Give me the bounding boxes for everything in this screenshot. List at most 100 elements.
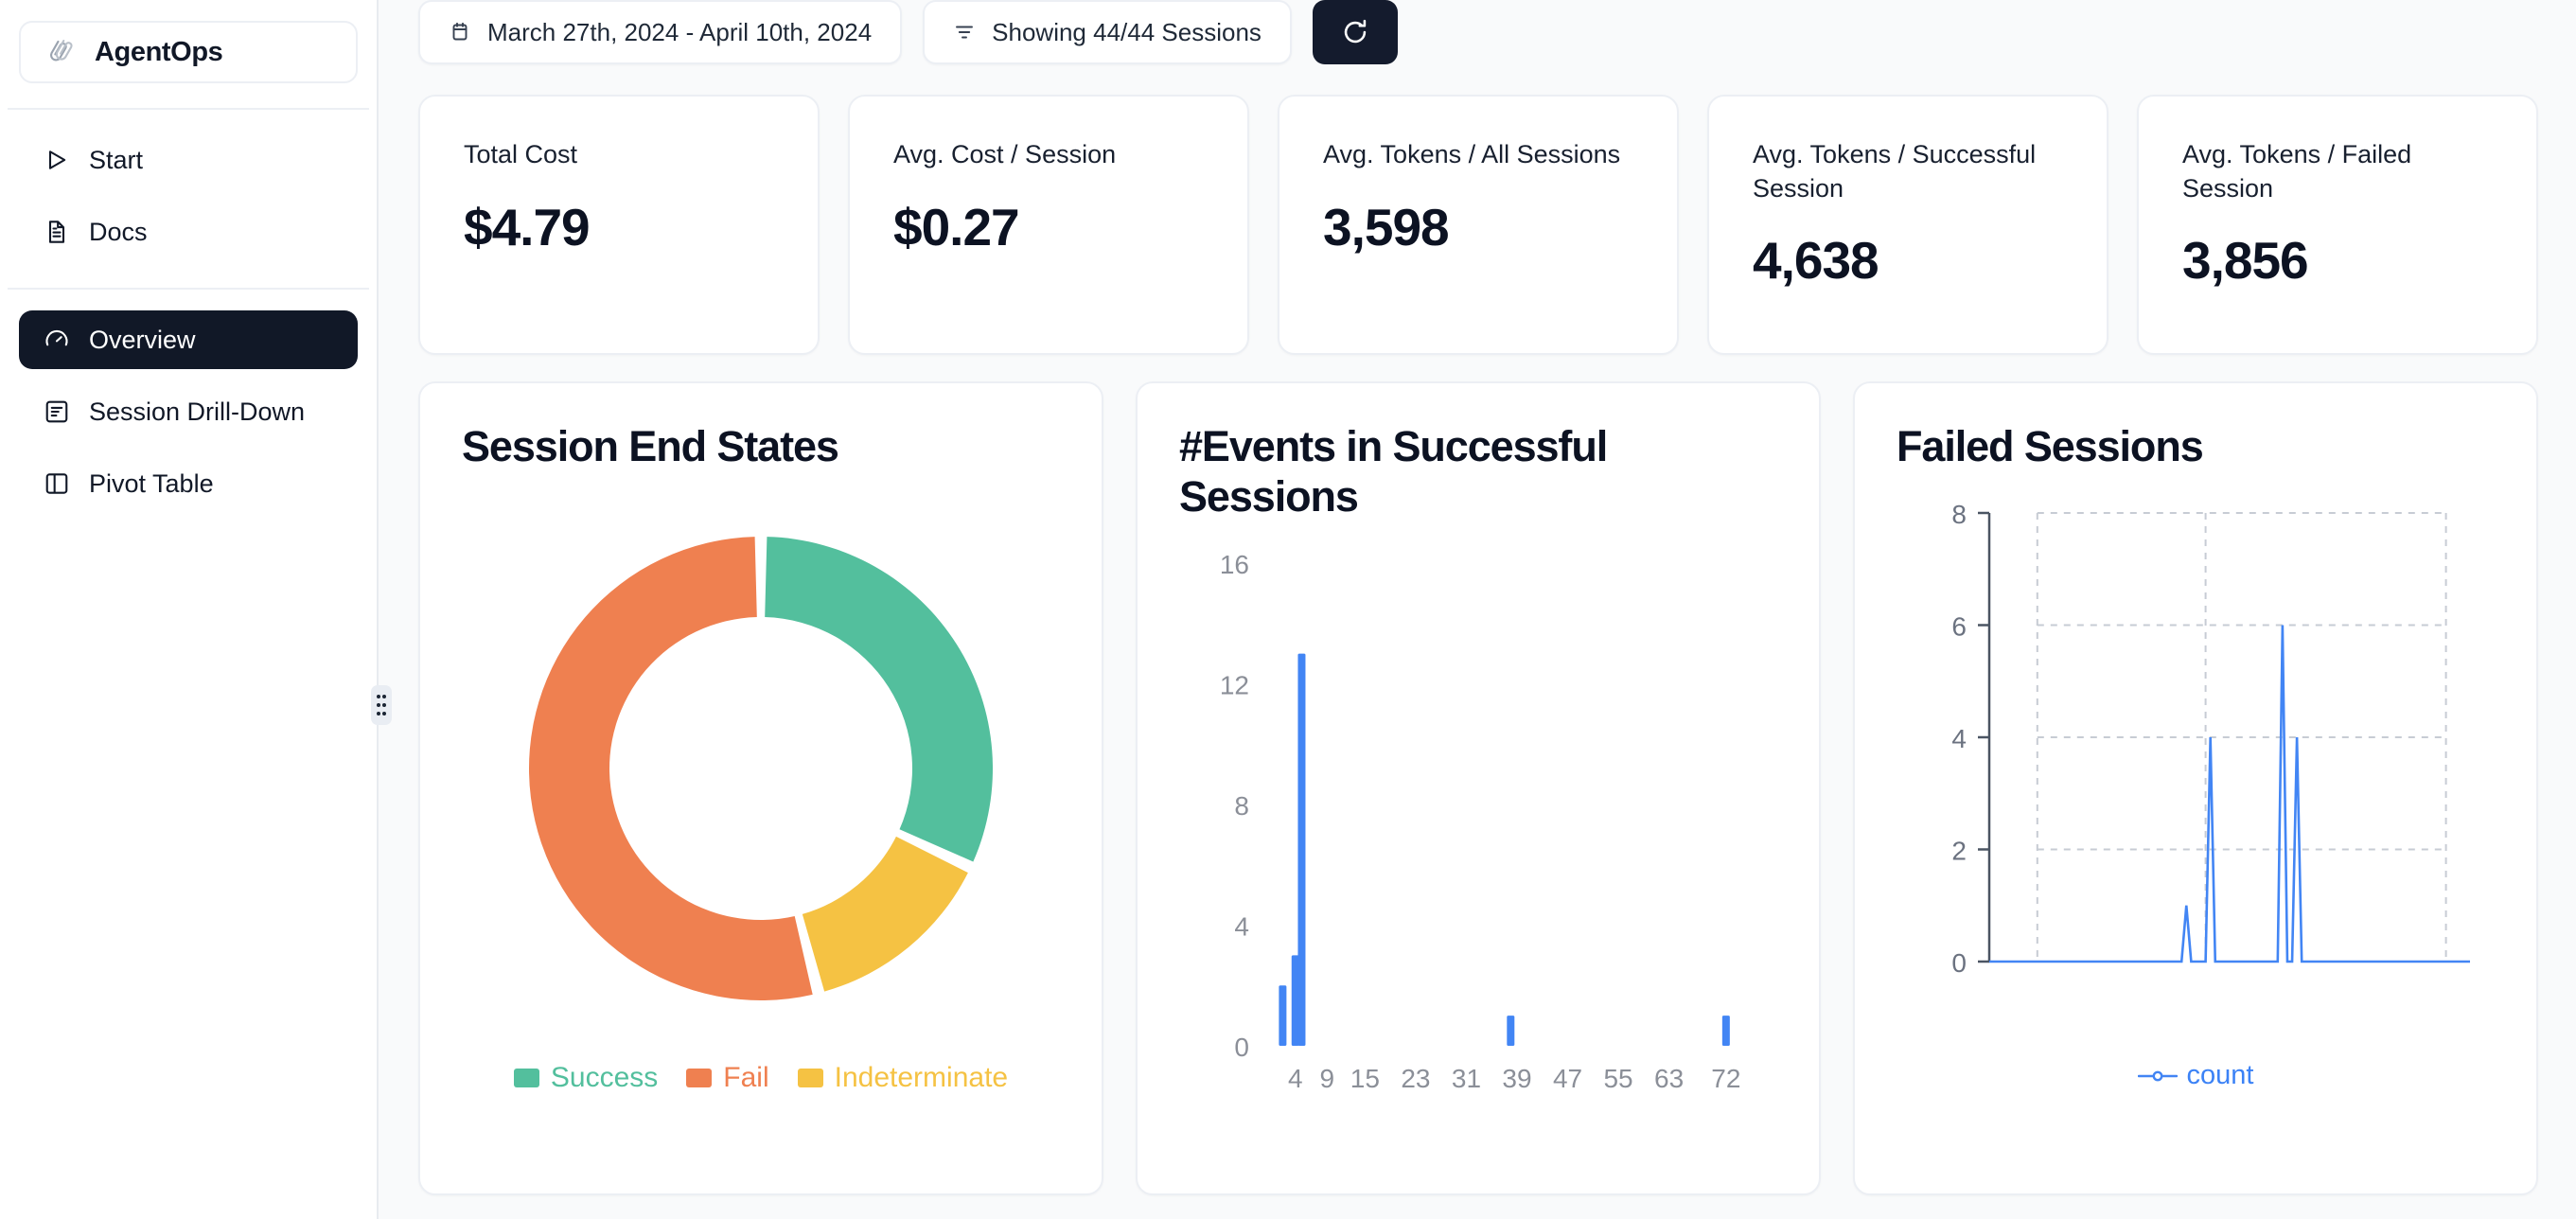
line-chart-legend[interactable]: count	[1897, 1060, 2495, 1091]
sidebar-item-label-overview: Overview	[89, 325, 196, 354]
bar[interactable]	[1291, 955, 1299, 1047]
stats-row: Total Cost $4.79 Avg. Cost / Session $0.…	[379, 74, 2576, 355]
line-chart-failed-sessions[interactable]: 0 2 4 6 8	[1902, 488, 2489, 1056]
donut-chart-wrap	[462, 504, 1060, 1034]
donut-slice-success[interactable]	[765, 537, 993, 862]
play-triangle-icon	[48, 150, 66, 169]
sidebar-divider-top	[8, 108, 369, 110]
y-tick-label: 8	[1951, 500, 1967, 529]
panel-left-icon	[45, 473, 68, 494]
calendar-icon	[452, 22, 468, 41]
y-tick-label: 0	[1234, 1033, 1249, 1062]
bar[interactable]	[1507, 1016, 1515, 1047]
toolbar: March 27th, 2024 - April 10th, 2024 Show…	[379, 0, 2576, 74]
stat-label: Avg. Cost / Session	[893, 140, 1117, 168]
stat-value: $0.27	[893, 197, 1020, 256]
main-content: March 27th, 2024 - April 10th, 2024 Show…	[379, 0, 2576, 1219]
bar[interactable]	[1721, 1016, 1730, 1047]
gauge-icon	[45, 329, 68, 346]
bar[interactable]	[1297, 653, 1306, 1047]
stat-card-avg-tokens-all-sessions: Avg. Tokens / All Sessions 3,598	[1278, 95, 1679, 355]
handle-dot	[382, 694, 386, 698]
y-tick-label: 2	[1951, 837, 1967, 866]
legend-line-marker-icon	[2137, 1070, 2178, 1081]
stat-value: 3,598	[1323, 197, 1450, 256]
stat-label: Total Cost	[464, 140, 578, 168]
date-range-picker[interactable]: March 27th, 2024 - April 10th, 2024	[418, 0, 903, 64]
x-tick-label: 55	[1603, 1064, 1632, 1093]
sidebar-item-docs[interactable]: Docs	[19, 203, 358, 261]
nav-gap-2	[19, 369, 358, 382]
legend-label-count: count	[2186, 1060, 2254, 1091]
sidebar-item-session-drill-down[interactable]: Session Drill-Down	[19, 382, 358, 441]
stat-value: $4.79	[464, 197, 591, 256]
sidebar-resize-handle[interactable]	[371, 685, 392, 725]
x-tick-label: 23	[1401, 1064, 1430, 1093]
donut-legend: Success Fail Indeterminate	[462, 1062, 1060, 1094]
donut-slice-fail[interactable]	[528, 537, 813, 1001]
brand-name: AgentOps	[95, 36, 223, 67]
chart-card-session-end-states: Session End States Success Fail	[418, 381, 1103, 1195]
stat-card-avg-tokens-failed-session: Avg. Tokens / Failed Session 3,856	[2137, 95, 2538, 355]
nav-gap-1	[19, 189, 358, 203]
line-series-count[interactable]	[1989, 625, 2470, 963]
chart-title-events-successful-sessions: #Events in Successful Sessions	[1179, 422, 1608, 521]
sidebar-item-pivot-table[interactable]: Pivot Table	[19, 454, 358, 513]
x-tick-label: 39	[1502, 1064, 1531, 1093]
handle-dot	[377, 712, 380, 716]
y-tick-label: 12	[1220, 671, 1249, 700]
sidebar-item-overview[interactable]: Overview	[19, 310, 358, 369]
chart-title-failed-sessions: Failed Sessions	[1897, 422, 2204, 470]
stat-card-avg-cost-session: Avg. Cost / Session $0.27	[848, 95, 1249, 355]
list-box-icon	[45, 400, 68, 423]
stat-label: Avg. Tokens / Successful Session	[1753, 140, 2037, 203]
legend-item-indeterminate[interactable]: Indeterminate	[797, 1062, 1009, 1094]
sidebar-item-start[interactable]: Start	[19, 131, 358, 189]
x-tick-label: 31	[1452, 1064, 1481, 1093]
sidebar-item-label-pivot-table: Pivot Table	[89, 468, 214, 498]
paperclips-logo-icon	[50, 40, 73, 62]
sidebar-nav-secondary: Overview Session Drill-Down Pivot Table	[0, 290, 377, 513]
x-tick-label: 72	[1711, 1064, 1740, 1093]
stat-card-total-cost: Total Cost $4.79	[418, 95, 820, 355]
legend-item-success[interactable]: Success	[513, 1062, 659, 1094]
stat-card-avg-tokens-successful-session: Avg. Tokens / Successful Session 4,638	[1707, 95, 2108, 355]
nav-gap-3	[19, 441, 358, 454]
handle-dot	[377, 702, 380, 707]
legend-swatch-fail	[686, 1069, 713, 1088]
chart-card-failed-sessions: Failed Sessions 0 2 4 6 8 count	[1853, 381, 2538, 1195]
sidebar-item-label-session-drill-down: Session Drill-Down	[89, 397, 306, 426]
stat-label: Avg. Tokens / All Sessions	[1323, 140, 1621, 168]
sidebar-item-label-start: Start	[89, 145, 144, 174]
handle-dot	[377, 694, 380, 698]
x-tick-label: 47	[1553, 1064, 1582, 1093]
legend-item-fail[interactable]: Fail	[686, 1062, 769, 1094]
bar[interactable]	[1279, 985, 1287, 1047]
sidebar-item-label-docs: Docs	[89, 217, 148, 246]
donut-chart[interactable]	[496, 504, 1026, 1034]
y-tick-label: 6	[1951, 612, 1967, 642]
legend-swatch-success	[513, 1069, 539, 1088]
filter-icon	[956, 26, 974, 39]
chart-card-events-successful-sessions: #Events in Successful Sessions 0 4 8 12 16 4 9…	[1136, 381, 1821, 1195]
stat-value: 4,638	[1753, 231, 1879, 291]
legend-label-indeterminate: Indeterminate	[834, 1062, 1009, 1094]
legend-label-fail: Fail	[723, 1062, 769, 1094]
charts-row: Session End States Success Fail	[379, 355, 2576, 1195]
refresh-icon	[1344, 19, 1367, 44]
legend-label-success: Success	[550, 1062, 659, 1094]
brand-button[interactable]: AgentOps	[19, 21, 358, 83]
donut-slice-indeterminate[interactable]	[802, 836, 968, 992]
handle-dot	[382, 702, 386, 707]
date-range-label: March 27th, 2024 - April 10th, 2024	[487, 17, 873, 46]
refresh-button[interactable]	[1312, 0, 1398, 64]
chart-title-session-end-states: Session End States	[462, 422, 839, 470]
x-tick-label: 9	[1319, 1064, 1334, 1093]
y-tick-label: 16	[1220, 550, 1249, 579]
x-tick-label: 4	[1288, 1064, 1303, 1093]
sessions-filter-button[interactable]: Showing 44/44 Sessions	[923, 0, 1292, 64]
y-tick-label: 4	[1951, 724, 1967, 753]
stat-label: Avg. Tokens / Failed Session	[2182, 140, 2412, 203]
